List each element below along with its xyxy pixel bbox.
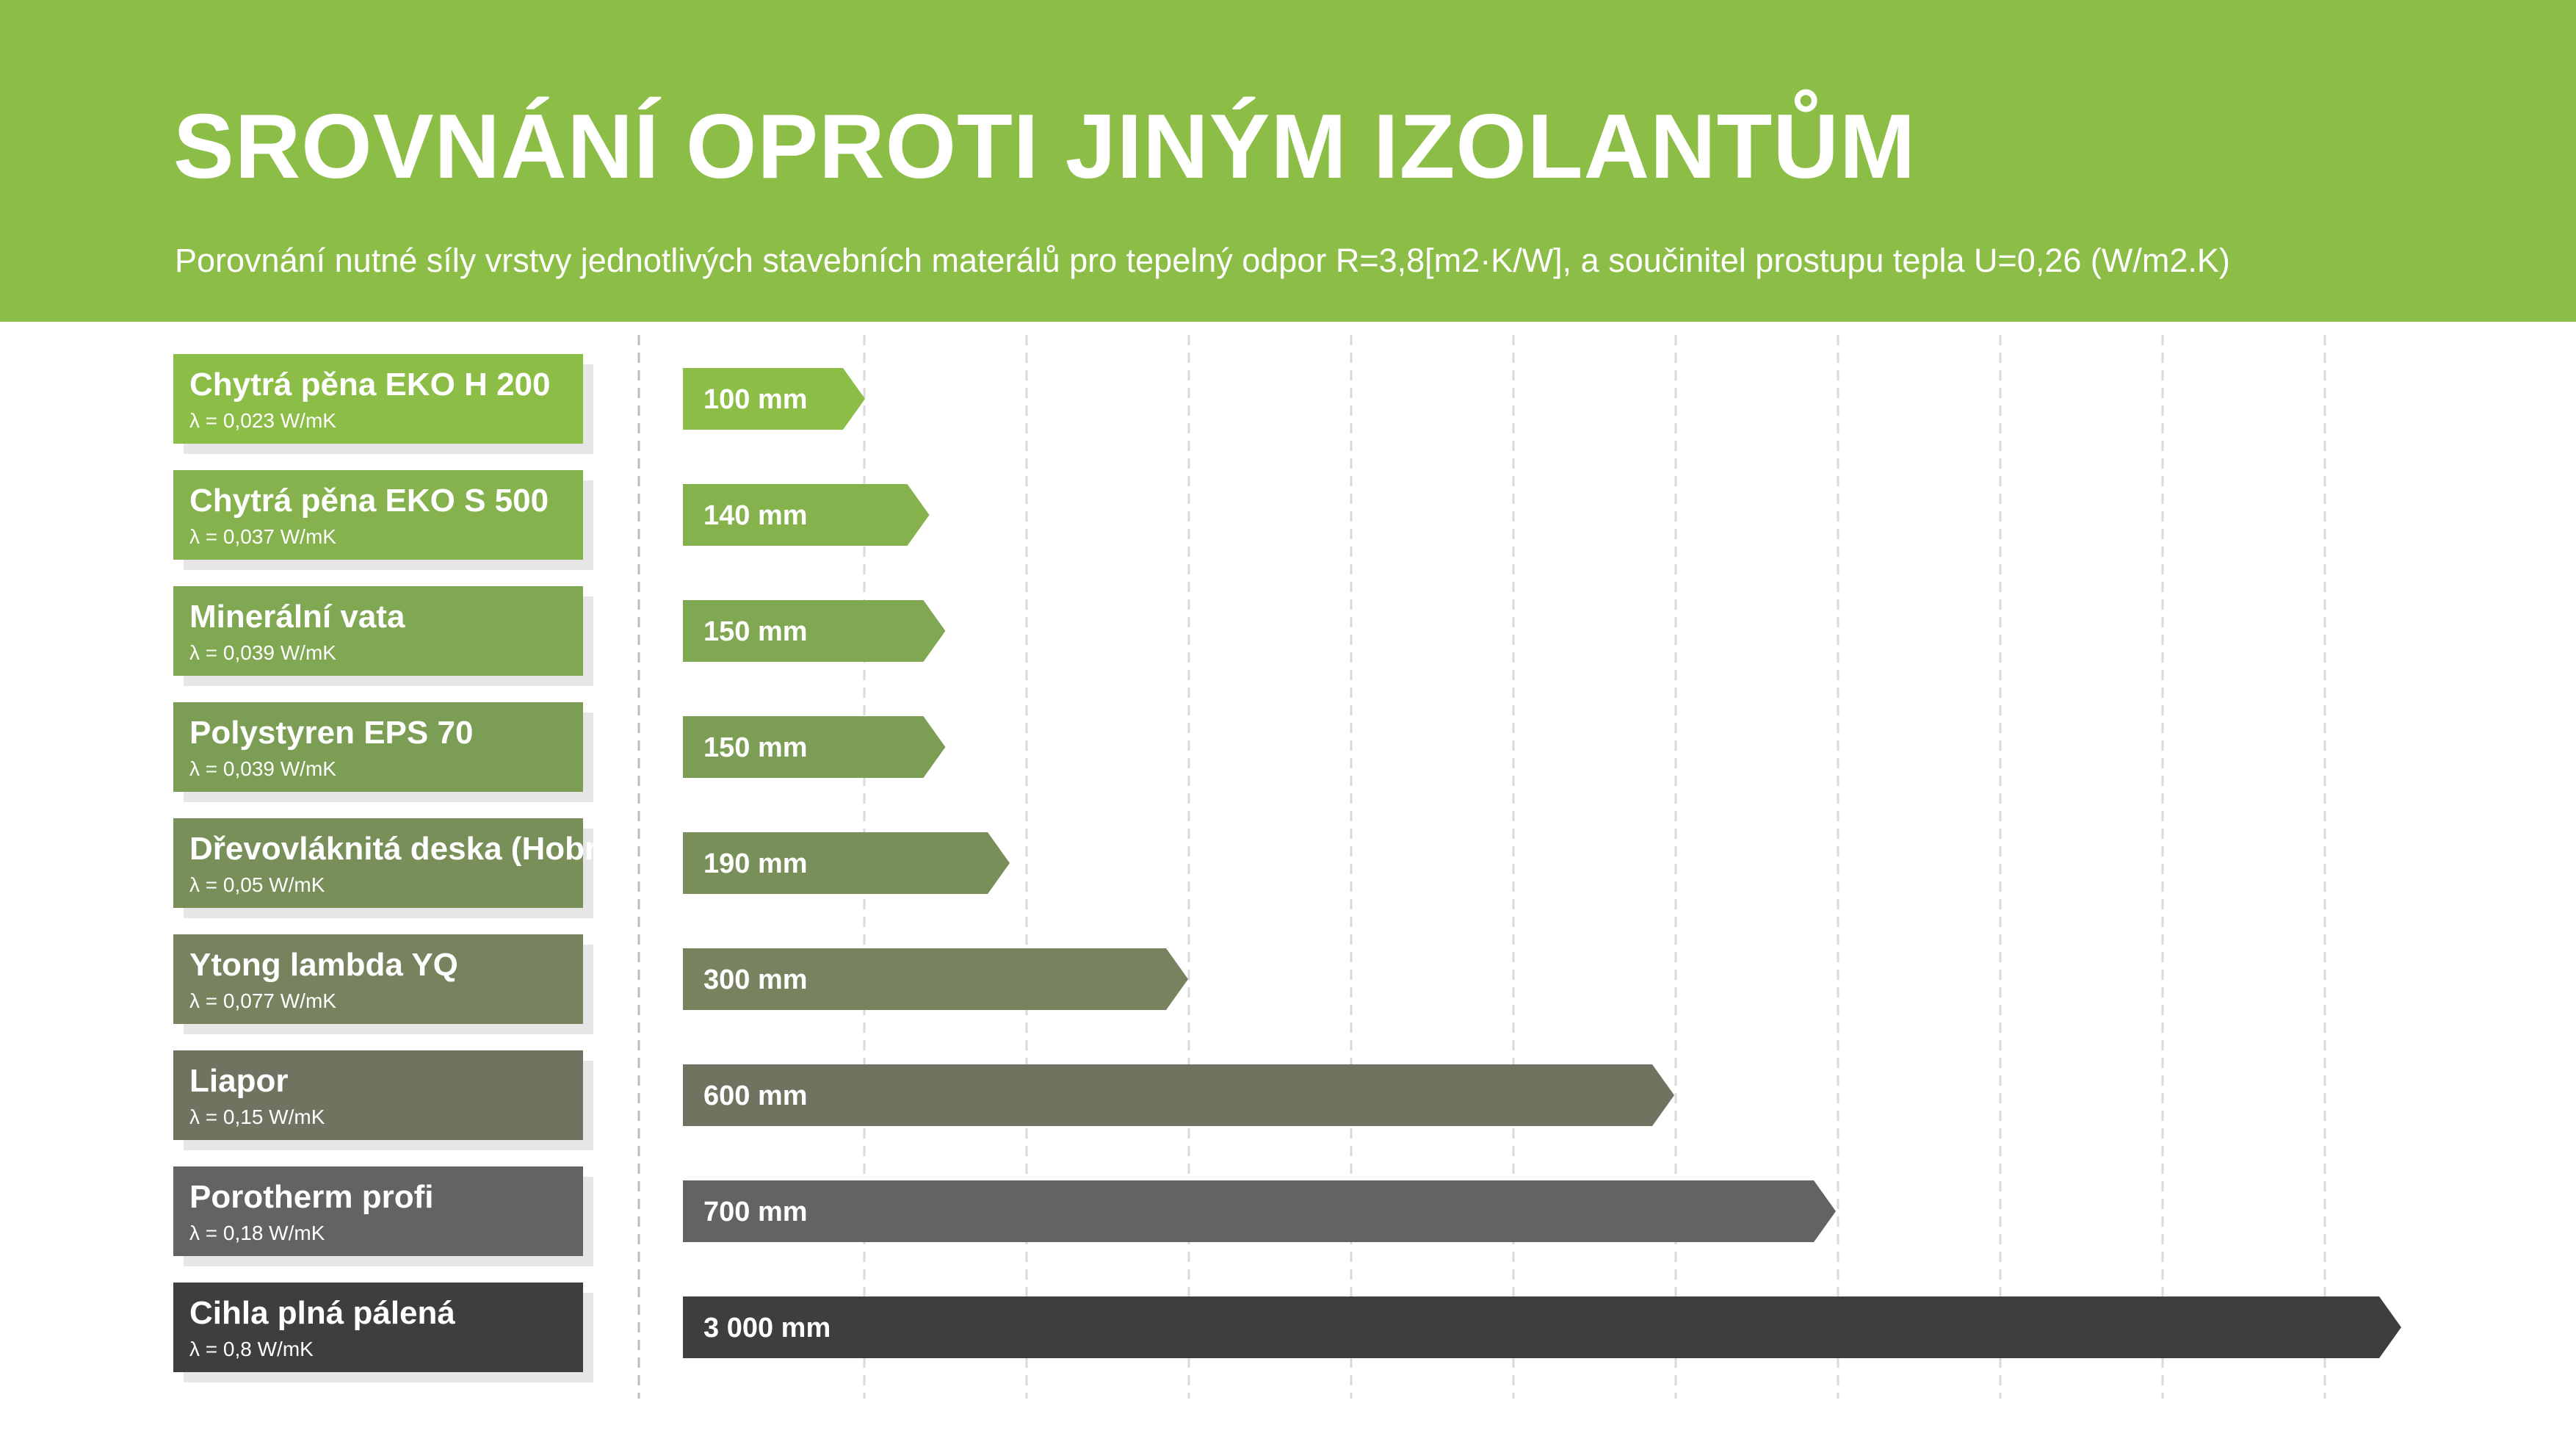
category-label: Cihla plná pálená λ = 0,8 W/mK (173, 1283, 583, 1372)
category-name: Polystyren EPS 70 (189, 715, 474, 751)
bar (683, 1064, 1674, 1126)
bar (683, 1296, 2401, 1358)
lambda-value: λ = 0,023 W/mK (189, 409, 336, 433)
bar (683, 484, 930, 546)
bar-value-label: 100 mm (703, 384, 808, 415)
category-label: Chytrá pěna EKO S 500 λ = 0,037 W/mK (173, 470, 583, 560)
lambda-value: λ = 0,039 W/mK (189, 757, 336, 781)
bar-value-label: 150 mm (703, 616, 808, 647)
category-name: Cihla plná pálená (189, 1295, 455, 1331)
lambda-value: λ = 0,15 W/mK (189, 1105, 325, 1129)
category-label: Dřevovláknitá deska (Hobra) λ = 0,05 W/mK (173, 818, 626, 908)
category-label: Ytong lambda YQ λ = 0,077 W/mK (173, 934, 583, 1024)
header-banner: SROVNÁNÍ OPROTI JINÝM IZOLANTŮM Porovnán… (0, 0, 2576, 322)
bar-value-label: 150 mm (703, 732, 808, 763)
bar-value-label: 3 000 mm (703, 1313, 831, 1343)
category-label: Chytrá pěna EKO H 200 λ = 0,023 W/mK (173, 354, 583, 444)
category-name: Ytong lambda YQ (189, 947, 458, 983)
category-label: Minerální vata λ = 0,039 W/mK (173, 586, 583, 676)
bar (683, 1180, 1836, 1242)
category-name: Chytrá pěna EKO S 500 (189, 483, 549, 519)
category-name: Porotherm profi (189, 1179, 434, 1215)
bar (683, 832, 1010, 894)
lambda-value: λ = 0,05 W/mK (189, 873, 325, 897)
category-name: Chytrá pěna EKO H 200 (189, 367, 551, 403)
lambda-value: λ = 0,037 W/mK (189, 525, 336, 549)
bar-value-label: 140 mm (703, 500, 808, 531)
bar (683, 368, 865, 430)
lambda-value: λ = 0,18 W/mK (189, 1222, 325, 1245)
lambda-value: λ = 0,8 W/mK (189, 1338, 314, 1361)
bar (683, 600, 946, 662)
category-label: Polystyren EPS 70 λ = 0,039 W/mK (173, 702, 583, 792)
category-name: Minerální vata (189, 599, 405, 635)
lambda-value: λ = 0,077 W/mK (189, 989, 336, 1013)
category-name: Dřevovláknitá deska (Hobra) (189, 831, 626, 867)
bar (683, 716, 946, 778)
page-subtitle: Porovnání nutné síly vrstvy jednotlivých… (175, 242, 2230, 279)
category-name: Liapor (189, 1063, 289, 1099)
lambda-value: λ = 0,039 W/mK (189, 641, 336, 665)
bar (683, 948, 1188, 1010)
page-title: SROVNÁNÍ OPROTI JINÝM IZOLANTŮM (173, 96, 1917, 198)
bar-value-label: 600 mm (703, 1081, 808, 1111)
bar-value-label: 190 mm (703, 848, 808, 879)
bar-value-label: 300 mm (703, 964, 808, 995)
category-label: Porotherm profi λ = 0,18 W/mK (173, 1166, 583, 1256)
category-label: Liapor λ = 0,15 W/mK (173, 1050, 583, 1140)
bar-value-label: 700 mm (703, 1197, 808, 1227)
